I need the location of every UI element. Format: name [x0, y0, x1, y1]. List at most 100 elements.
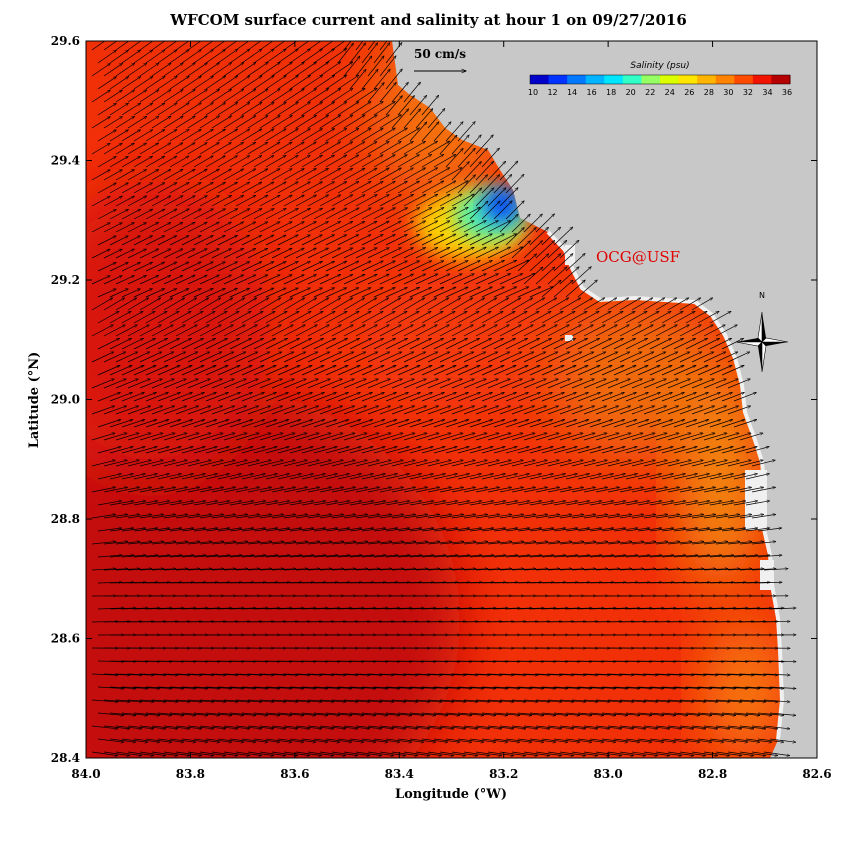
current-arrow	[97, 103, 116, 116]
colorbar-swatch	[604, 75, 624, 84]
current-arrow	[169, 129, 189, 142]
colorbar-tick-label: 24	[665, 88, 675, 97]
current-arrow	[331, 41, 346, 51]
current-arrow	[265, 155, 286, 168]
current-arrow	[199, 196, 219, 207]
current-arrow	[505, 227, 524, 246]
current-arrow	[373, 128, 395, 142]
current-arrow	[193, 129, 213, 142]
current-arrow	[115, 223, 134, 233]
current-arrow	[235, 195, 256, 207]
current-arrow	[541, 227, 561, 246]
colorbar-swatch	[567, 75, 587, 84]
current-arrow	[355, 221, 377, 233]
current-arrow	[379, 41, 388, 51]
current-arrow	[271, 248, 292, 259]
current-arrow	[139, 63, 159, 77]
current-arrow	[337, 181, 359, 194]
current-arrow	[181, 182, 201, 194]
colorbar-tick-label: 22	[645, 88, 655, 97]
current-arrow	[403, 82, 420, 103]
current-arrow	[283, 195, 304, 207]
current-arrow	[127, 196, 147, 207]
current-arrow	[91, 170, 110, 181]
y-tick-label: 28.4	[51, 751, 80, 765]
current-arrow	[169, 156, 189, 168]
current-arrow	[235, 169, 256, 181]
current-arrow	[259, 169, 280, 181]
colorbar-swatch	[530, 75, 550, 84]
current-arrow	[307, 142, 328, 155]
current-arrow	[367, 221, 389, 233]
map-title: WFCOM surface current and salinity at ho…	[170, 11, 687, 29]
current-arrow	[103, 223, 122, 233]
current-arrow	[427, 108, 445, 129]
current-arrow	[331, 221, 353, 233]
current-arrow	[379, 141, 401, 155]
current-arrow	[193, 50, 213, 64]
current-arrow	[403, 141, 425, 155]
current-arrow	[259, 41, 274, 51]
current-arrow	[343, 168, 365, 181]
current-arrow	[235, 142, 256, 155]
current-arrow	[223, 195, 244, 207]
current-arrow	[235, 222, 256, 233]
current-arrow	[277, 129, 298, 142]
current-arrow	[259, 222, 280, 233]
current-arrow	[379, 168, 401, 181]
current-arrow	[169, 236, 189, 246]
current-arrow	[271, 62, 292, 77]
current-arrow	[313, 235, 334, 246]
current-arrow	[271, 169, 292, 181]
current-arrow	[103, 249, 122, 259]
current-arrow	[451, 194, 474, 207]
current-arrow	[139, 169, 159, 181]
y-tick-label: 29.6	[51, 34, 80, 48]
current-arrow	[391, 141, 413, 155]
current-arrow	[349, 102, 371, 116]
current-arrow	[361, 181, 383, 194]
current-arrow	[109, 77, 129, 90]
current-arrow	[217, 209, 238, 220]
current-arrow	[97, 130, 116, 142]
current-arrow	[367, 168, 389, 181]
colorbar-tick-label: 36	[782, 88, 792, 97]
current-arrow	[229, 102, 250, 116]
current-arrow	[457, 122, 475, 142]
current-arrow	[253, 155, 274, 168]
current-arrow	[325, 235, 347, 246]
current-arrow	[97, 236, 116, 246]
current-arrow	[337, 128, 359, 142]
current-arrow	[151, 169, 171, 181]
current-arrow	[289, 155, 310, 168]
current-arrow	[337, 208, 359, 220]
current-arrow	[265, 129, 286, 142]
current-arrow	[289, 208, 310, 220]
current-arrow	[139, 249, 159, 259]
current-arrow	[397, 155, 419, 168]
current-arrow	[235, 62, 256, 77]
scale-arrow-label: 50 cm/s	[414, 47, 466, 61]
current-arrow	[409, 154, 432, 168]
current-arrow	[145, 183, 165, 194]
colorbar-swatch	[715, 75, 735, 84]
current-arrow	[271, 195, 292, 207]
colorbar-swatch	[771, 75, 791, 84]
current-arrow	[211, 41, 226, 51]
current-arrow	[205, 235, 225, 246]
colorbar-tick-label: 26	[684, 88, 694, 97]
current-arrow	[343, 195, 365, 207]
current-arrow	[439, 168, 462, 181]
current-arrow	[151, 196, 171, 207]
current-arrow	[463, 135, 481, 155]
current-arrow	[163, 222, 183, 233]
current-arrow	[403, 168, 426, 181]
current-arrow	[103, 116, 122, 129]
current-arrow	[181, 103, 201, 116]
current-arrow	[469, 201, 488, 220]
current-arrow	[169, 103, 189, 116]
current-arrow	[403, 221, 426, 233]
current-arrow	[457, 207, 480, 220]
current-arrow	[199, 222, 219, 233]
current-arrow	[307, 168, 328, 181]
